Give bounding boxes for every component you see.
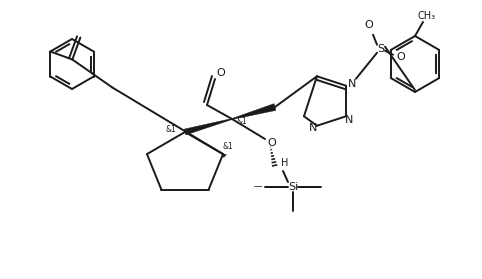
Text: CH₃: CH₃ [418, 11, 436, 21]
Text: &1: &1 [237, 117, 247, 126]
Text: —: — [254, 182, 262, 191]
Text: N: N [345, 115, 353, 125]
Text: S: S [377, 44, 385, 54]
Polygon shape [232, 104, 276, 119]
Text: O: O [365, 20, 374, 30]
Text: N: N [309, 123, 317, 133]
Text: O: O [216, 68, 226, 78]
Text: &1: &1 [223, 142, 233, 151]
Text: O: O [397, 52, 405, 62]
Text: Si: Si [288, 182, 298, 192]
Text: &1: &1 [166, 126, 176, 134]
Polygon shape [223, 154, 227, 158]
Polygon shape [184, 119, 232, 135]
Text: O: O [268, 138, 276, 148]
Text: H: H [281, 158, 289, 168]
Text: N: N [348, 79, 356, 89]
